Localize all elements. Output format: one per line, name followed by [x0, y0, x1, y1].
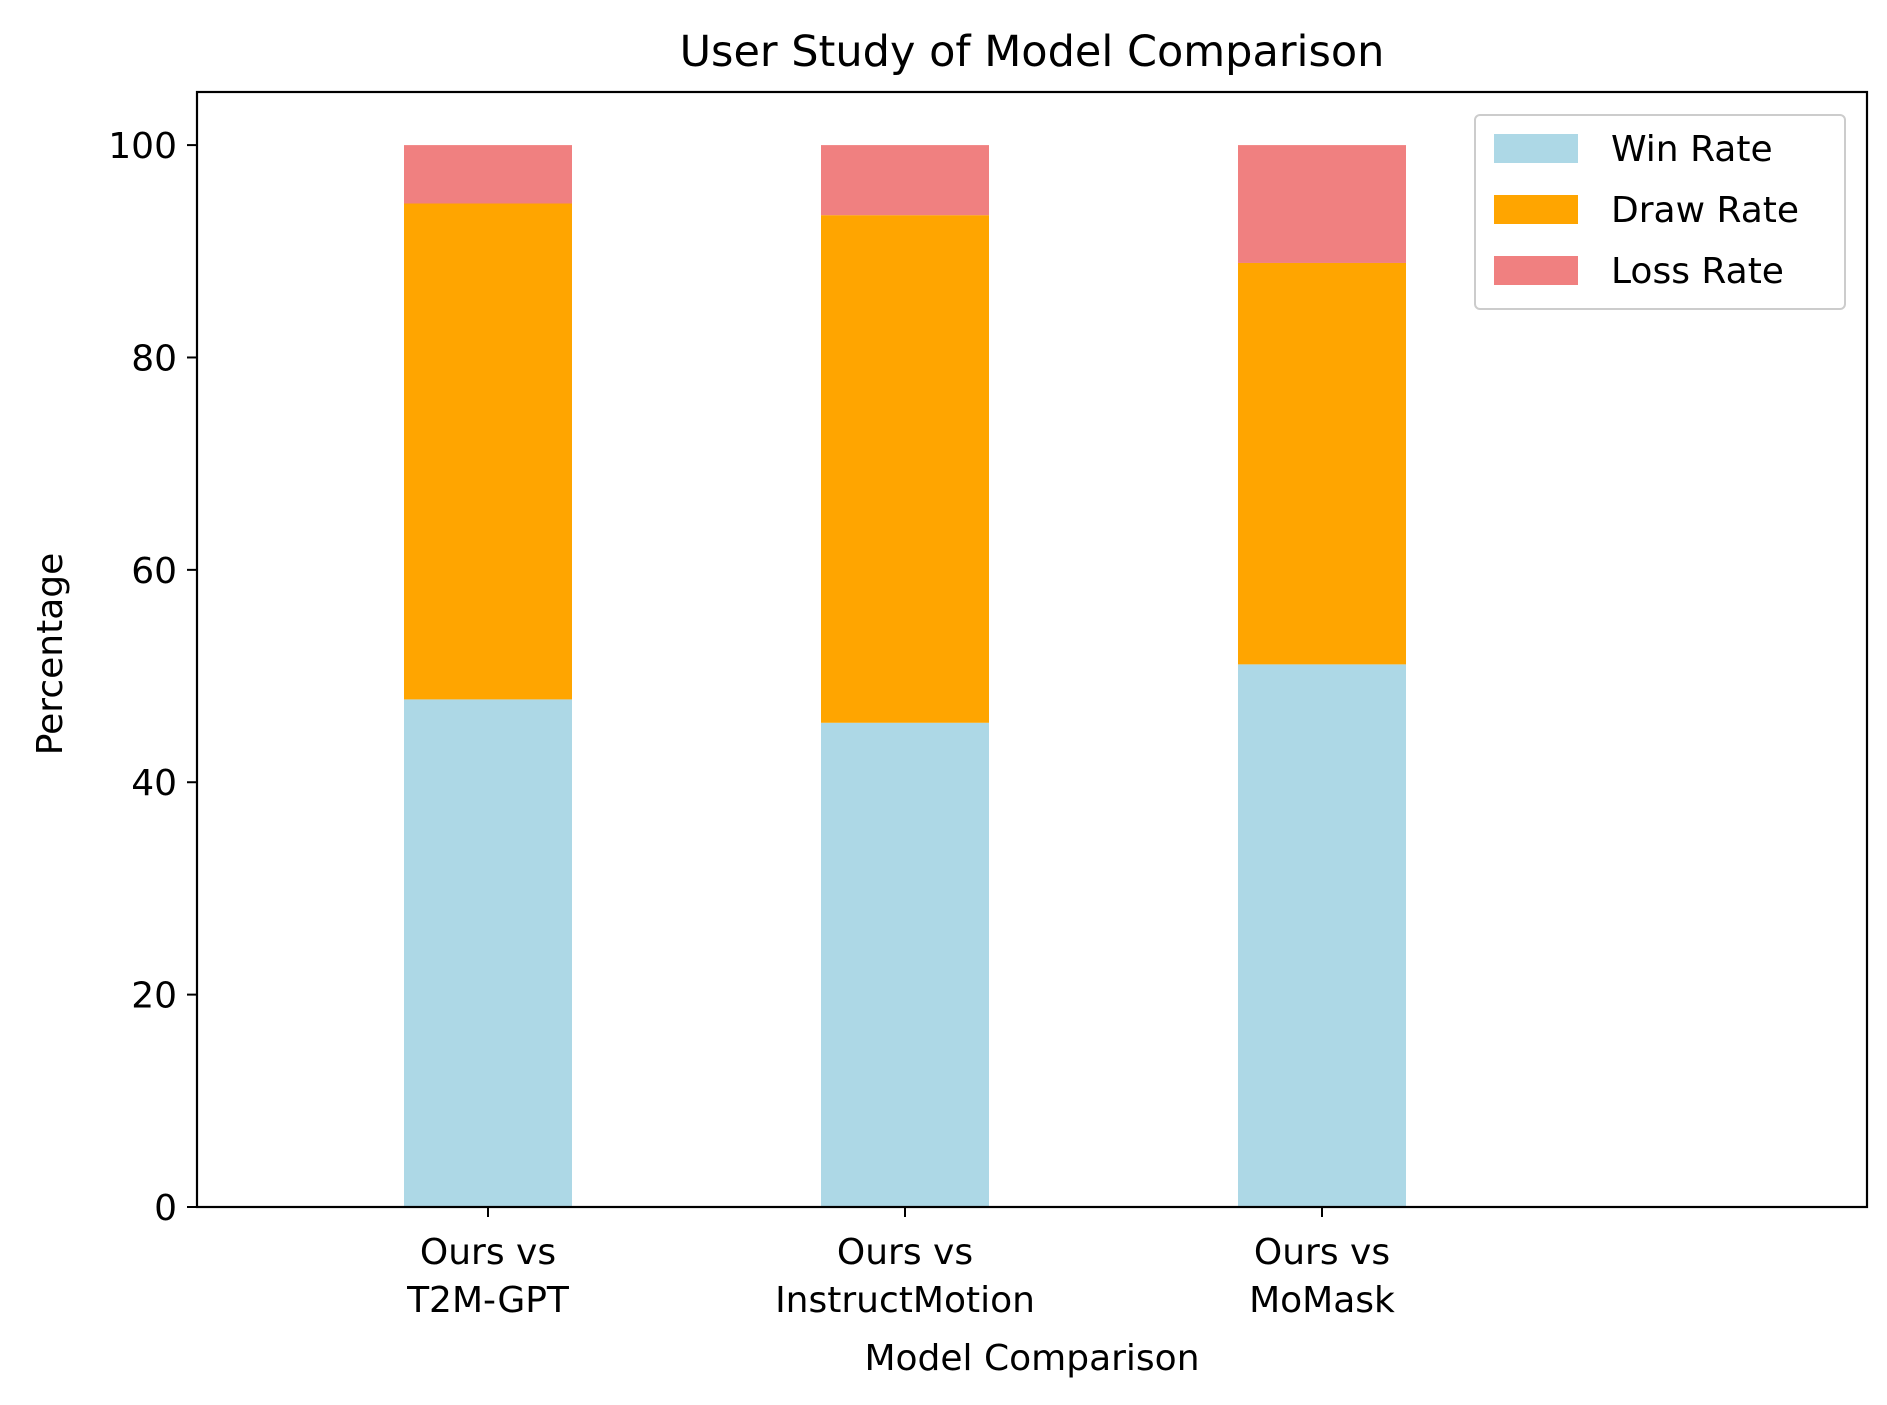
bar-loss-2	[821, 145, 989, 216]
y-tick-label-60: 60	[131, 551, 177, 592]
x-tick-label-3-line-1: Ours vs	[1254, 1232, 1390, 1273]
x-tick-label-3-line-2: MoMask	[1249, 1280, 1395, 1321]
legend-label-win: Win Rate	[1611, 129, 1773, 170]
x-axis-label: Model Comparison	[864, 1338, 1199, 1379]
y-tick-label-20: 20	[131, 976, 177, 1017]
legend-swatch-win	[1494, 134, 1578, 163]
legend-swatch-draw	[1494, 195, 1578, 224]
legend-label-loss: Loss Rate	[1611, 251, 1784, 292]
bar-win-1	[404, 699, 572, 1207]
y-axis-label: Percentage	[30, 553, 71, 756]
x-tick-label-2-line-1: Ours vs	[837, 1232, 973, 1273]
x-tick-label-2-line-2: InstructMotion	[775, 1280, 1035, 1321]
x-tick-label-1-line-2: T2M-GPT	[406, 1280, 570, 1321]
bar-win-3	[1238, 664, 1406, 1207]
y-tick-label-0: 0	[154, 1188, 177, 1229]
bar-draw-1	[404, 203, 572, 700]
legend: Win Rate Draw Rate Loss Rate	[1474, 114, 1846, 310]
chart-title: User Study of Model Comparison	[680, 27, 1385, 77]
bar-loss-3	[1238, 145, 1406, 263]
legend-swatch-loss	[1494, 256, 1578, 285]
plot-frame	[195, 90, 1869, 1209]
bar-loss-1	[404, 145, 572, 204]
y-tick-label-80: 80	[131, 338, 177, 379]
bar-draw-3	[1238, 262, 1406, 665]
bar-draw-2	[821, 215, 989, 723]
y-tick-label-100: 100	[108, 126, 177, 167]
x-tick-label-1-line-1: Ours vs	[420, 1232, 556, 1273]
axes-group: 0 20 40 60 80 100 Ours vs T2M-GPT Ours vs Instruc…	[108, 90, 1869, 1321]
bar-win-2	[821, 722, 989, 1207]
y-tick-label-40: 40	[131, 763, 177, 804]
legend-label-draw: Draw Rate	[1611, 190, 1799, 231]
bars-group	[404, 145, 1406, 1207]
